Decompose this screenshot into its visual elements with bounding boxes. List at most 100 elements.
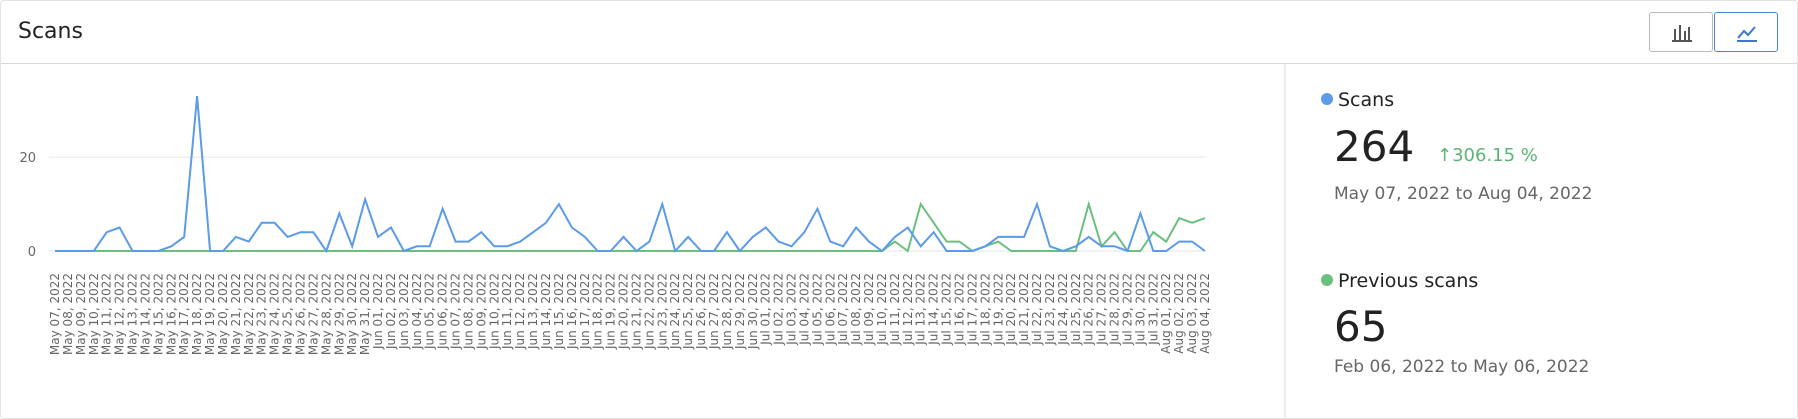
x-tick-label: Jul 05, 2022 xyxy=(810,273,824,346)
x-tick-label: Jul 08, 2022 xyxy=(849,273,863,346)
y-tick-label: 20 xyxy=(19,151,36,166)
date-range: May 07, 2022 to Aug 04, 2022 xyxy=(1334,184,1592,204)
x-tick-label: May 23, 2022 xyxy=(255,273,269,355)
x-tick-label: May 20, 2022 xyxy=(216,273,230,355)
bar-icon xyxy=(1672,25,1692,42)
title: Scans xyxy=(18,19,83,44)
x-tick-label: Jul 20, 2022 xyxy=(1004,273,1018,346)
x-tick-label: Jul 25, 2022 xyxy=(1069,273,1083,346)
x-tick-label: Jun 30, 2022 xyxy=(746,273,760,350)
x-tick-label: Jun 10, 2022 xyxy=(487,273,501,350)
x-tick-label: Aug 02, 2022 xyxy=(1172,273,1186,354)
x-tick-label: May 29, 2022 xyxy=(332,273,346,355)
x-tick-label: Jun 20, 2022 xyxy=(617,273,631,350)
x-tick-label: May 14, 2022 xyxy=(138,273,152,355)
line-chart-button[interactable] xyxy=(1714,12,1778,52)
x-tick-label: Jul 16, 2022 xyxy=(952,273,966,346)
x-tick-label: Jun 16, 2022 xyxy=(565,273,579,350)
x-tick-label: Jun 06, 2022 xyxy=(436,273,450,350)
x-tick-label: Jun 12, 2022 xyxy=(513,273,527,350)
legend-dot xyxy=(1321,274,1333,286)
x-tick-label: May 10, 2022 xyxy=(87,273,101,355)
x-tick-label: Jun 28, 2022 xyxy=(720,273,734,350)
x-tick-label: Jul 26, 2022 xyxy=(1082,273,1096,346)
legend-label: Previous scans xyxy=(1338,270,1478,292)
series-line xyxy=(55,96,1206,254)
x-tick-label: Jul 17, 2022 xyxy=(965,273,979,346)
x-tick-label: Jul 11, 2022 xyxy=(888,273,902,346)
bar-chart-button[interactable] xyxy=(1649,12,1713,52)
x-tick-label: Jun 01, 2022 xyxy=(371,273,385,350)
x-tick-label: May 19, 2022 xyxy=(203,273,217,355)
x-tick-label: Jun 09, 2022 xyxy=(474,273,488,350)
y-tick-label: 0 xyxy=(28,245,36,260)
x-tick-label: Jul 15, 2022 xyxy=(940,273,954,346)
x-tick-label: May 28, 2022 xyxy=(319,273,333,355)
x-tick-label: Aug 04, 2022 xyxy=(1198,273,1212,354)
x-tick-label: May 22, 2022 xyxy=(242,273,256,355)
x-tick-label: Jul 14, 2022 xyxy=(927,273,941,346)
x-tick-label: Jun 24, 2022 xyxy=(668,273,682,350)
x-tick-label: May 24, 2022 xyxy=(268,273,282,355)
x-tick-label: Jul 06, 2022 xyxy=(823,273,837,346)
x-tick-label: Jun 22, 2022 xyxy=(642,273,656,350)
x-tick-label: May 30, 2022 xyxy=(345,273,359,355)
date-range: Feb 06, 2022 to May 06, 2022 xyxy=(1334,357,1589,377)
total-value: 264 xyxy=(1334,122,1414,171)
legend-dot xyxy=(1321,93,1333,105)
total-value: 65 xyxy=(1334,302,1387,351)
x-tick-label: Aug 01, 2022 xyxy=(1159,273,1173,354)
x-tick-label: Jun 27, 2022 xyxy=(707,273,721,350)
x-tick-label: Jun 26, 2022 xyxy=(694,273,708,350)
x-tick-label: May 07, 2022 xyxy=(48,273,62,355)
x-tick-label: Jul 23, 2022 xyxy=(1043,273,1057,346)
header: Scans xyxy=(1,1,1797,64)
x-tick-label: Jul 29, 2022 xyxy=(1120,273,1134,346)
x-tick-label: May 13, 2022 xyxy=(126,273,140,355)
x-tick-label: Jun 15, 2022 xyxy=(552,273,566,350)
x-tick-label: Jul 07, 2022 xyxy=(836,273,850,346)
x-tick-label: Jul 27, 2022 xyxy=(1095,273,1109,346)
x-tick-label: May 15, 2022 xyxy=(151,273,165,355)
x-tick-label: Jul 12, 2022 xyxy=(901,273,915,346)
x-tick-label: Aug 03, 2022 xyxy=(1185,273,1199,354)
x-tick-label: Jul 18, 2022 xyxy=(978,273,992,346)
x-tick-label: Jul 10, 2022 xyxy=(875,273,889,346)
x-tick-label: Jun 29, 2022 xyxy=(733,273,747,350)
x-tick-label: Jun 21, 2022 xyxy=(629,273,643,350)
x-tick-label: Jul 24, 2022 xyxy=(1056,273,1070,346)
x-tick-label: May 27, 2022 xyxy=(306,273,320,355)
x-tick-label: May 16, 2022 xyxy=(164,273,178,355)
x-tick-label: Jul 02, 2022 xyxy=(772,273,786,346)
change-label: ↑306.15 % xyxy=(1437,145,1538,166)
x-tick-label: May 09, 2022 xyxy=(74,273,88,355)
x-tick-label: Jun 08, 2022 xyxy=(461,273,475,350)
x-tick-label: Jun 13, 2022 xyxy=(526,273,540,350)
x-tick-label: Jun 17, 2022 xyxy=(578,273,592,350)
legend-label: Scans xyxy=(1338,89,1394,111)
line-icon xyxy=(1737,26,1757,42)
x-tick-label: Jun 23, 2022 xyxy=(655,273,669,350)
x-tick-label: May 31, 2022 xyxy=(358,273,372,355)
x-tick-label: Jul 28, 2022 xyxy=(1108,273,1122,346)
x-tick-label: Jun 14, 2022 xyxy=(539,273,553,350)
x-tick-label: Jun 03, 2022 xyxy=(397,273,411,350)
x-tick-label: May 26, 2022 xyxy=(294,273,308,355)
x-tick-label: Jul 22, 2022 xyxy=(1030,273,1044,346)
x-tick-label: Jun 05, 2022 xyxy=(423,273,437,350)
x-tick-label: Jun 07, 2022 xyxy=(449,273,463,350)
x-tick-label: Jul 21, 2022 xyxy=(1017,273,1031,346)
x-tick-label: May 18, 2022 xyxy=(190,273,204,355)
x-tick-label: Jun 19, 2022 xyxy=(604,273,618,350)
x-tick-label: Jul 19, 2022 xyxy=(991,273,1005,346)
x-tick-label: Jul 03, 2022 xyxy=(785,273,799,346)
x-tick-label: Jun 18, 2022 xyxy=(591,273,605,350)
x-tick-label: Jun 02, 2022 xyxy=(384,273,398,350)
x-tick-label: Jun 25, 2022 xyxy=(681,273,695,350)
x-tick-label: May 11, 2022 xyxy=(100,273,114,355)
x-tick-label: May 21, 2022 xyxy=(229,273,243,355)
x-tick-label: Jul 13, 2022 xyxy=(914,273,928,346)
series-line xyxy=(55,200,1206,253)
